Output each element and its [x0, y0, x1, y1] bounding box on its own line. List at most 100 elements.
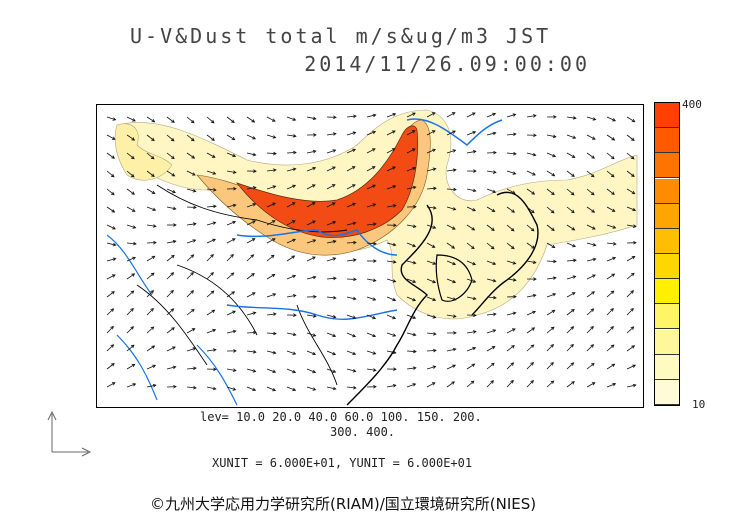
wind-arrow-head: [453, 331, 457, 335]
wind-arrow: [166, 152, 175, 159]
wind-arrow: [586, 344, 594, 352]
wind-arrow: [306, 276, 316, 280]
wind-arrow: [446, 149, 456, 154]
wind-arrow-head: [550, 326, 555, 331]
contour-levels: lev= 10.0 20.0 40.0 60.0 100. 150. 200.: [200, 410, 482, 424]
wind-arrow: [546, 188, 555, 195]
wind-arrow: [266, 274, 275, 280]
wind-arrow-head: [191, 155, 196, 159]
wind-arrow: [406, 242, 416, 247]
wind-arrow: [426, 332, 436, 335]
wind-arrow: [366, 350, 376, 355]
wind-arrow-head: [111, 136, 116, 140]
wind-arrow-head: [590, 191, 595, 196]
wind-arrow-head: [571, 381, 575, 385]
wind-arrow-head: [332, 315, 337, 319]
wind-arrow-head: [471, 363, 476, 367]
wind-arrow: [586, 170, 595, 178]
wind-arrow-head: [511, 328, 516, 332]
wind-arrow-head: [432, 279, 437, 284]
wind-arrow-head: [252, 203, 257, 207]
wind-arrow-head: [211, 154, 216, 158]
wind-arrow-head: [431, 382, 436, 386]
wind-arrow: [126, 116, 136, 122]
wind-arrow: [466, 278, 476, 283]
wind-arrow: [466, 380, 475, 388]
wind-arrow-head: [273, 331, 277, 336]
wind-arrow-head: [130, 308, 134, 312]
wind-arrow-head: [292, 294, 297, 298]
wind-arrow-head: [592, 274, 596, 278]
wind-arrow: [626, 308, 634, 316]
wind-arrow: [306, 150, 316, 154]
wind-arrow-head: [110, 325, 114, 330]
wind-arrow: [446, 188, 457, 190]
wind-arrow: [206, 134, 215, 141]
wind-arrow: [146, 206, 156, 211]
wind-arrow: [606, 170, 615, 178]
wind-arrow-head: [491, 346, 496, 350]
wind-arrow-head: [392, 315, 397, 320]
wind-arrow-head: [451, 112, 456, 116]
wind-arrow-head: [571, 209, 575, 214]
wind-arrow: [486, 206, 495, 212]
wind-arrow-head: [353, 385, 357, 390]
wind-arrow: [206, 272, 214, 280]
wind-arrow-head: [631, 190, 636, 195]
wind-arrow-head: [292, 134, 297, 138]
wind-arrow: [546, 224, 555, 231]
wind-arrow-head: [392, 113, 397, 117]
wind-arrow: [246, 187, 256, 190]
wind-arrow: [606, 383, 616, 388]
wind-arrow: [366, 114, 376, 118]
wind-arrow: [526, 206, 535, 214]
wind-arrow-head: [312, 149, 317, 154]
wind-arrow: [546, 293, 556, 298]
wind-arrow-head: [530, 362, 534, 366]
wind-arrow: [286, 332, 296, 336]
wind-arrow: [466, 296, 476, 300]
wind-arrow: [246, 134, 256, 140]
wind-arrow-head: [291, 202, 296, 206]
wind-arrow: [586, 382, 595, 388]
wind-arrow-head: [352, 148, 356, 152]
wind-arrow-head: [591, 209, 596, 213]
wind-arrow-head: [372, 315, 377, 320]
wind-arrow: [146, 255, 155, 262]
wind-arrow: [606, 116, 616, 122]
wind-arrow-head: [190, 137, 195, 142]
wind-arrow: [546, 309, 555, 316]
wind-arrow: [146, 242, 157, 244]
wind-arrow-head: [213, 367, 217, 372]
wind-arrow: [206, 329, 216, 334]
wind-arrow-head: [131, 191, 135, 195]
wind-arrow-head: [151, 173, 155, 178]
wind-arrow-head: [573, 258, 577, 263]
wind-arrow: [326, 133, 336, 136]
wind-arrow-head: [631, 137, 635, 142]
wind-arrow: [206, 238, 216, 244]
wind-arrow: [566, 170, 575, 177]
wind-arrow: [166, 116, 175, 123]
wind-arrow-head: [132, 225, 137, 229]
wind-arrow: [346, 184, 356, 190]
wind-arrow-head: [433, 186, 437, 191]
wind-arrow: [346, 314, 356, 319]
wind-arrow: [426, 224, 436, 229]
wind-arrow-head: [452, 149, 457, 153]
wind-arrow-head: [171, 327, 175, 331]
wind-arrow: [606, 224, 616, 229]
wind-arrow-head: [312, 369, 317, 374]
wind-arrow: [306, 256, 316, 262]
wind-arrow: [286, 168, 296, 172]
wind-arrow-head: [130, 344, 135, 349]
wind-arrow-head: [591, 291, 595, 295]
wind-arrow-head: [391, 130, 396, 134]
wind-arrow-head: [131, 137, 136, 141]
wind-arrow-head: [392, 242, 397, 247]
wind-arrow-head: [532, 114, 537, 118]
wind-arrow-head: [552, 293, 557, 297]
wind-arrow-head: [550, 362, 554, 366]
wind-arrow: [286, 185, 296, 190]
wind-arrow: [546, 326, 555, 334]
